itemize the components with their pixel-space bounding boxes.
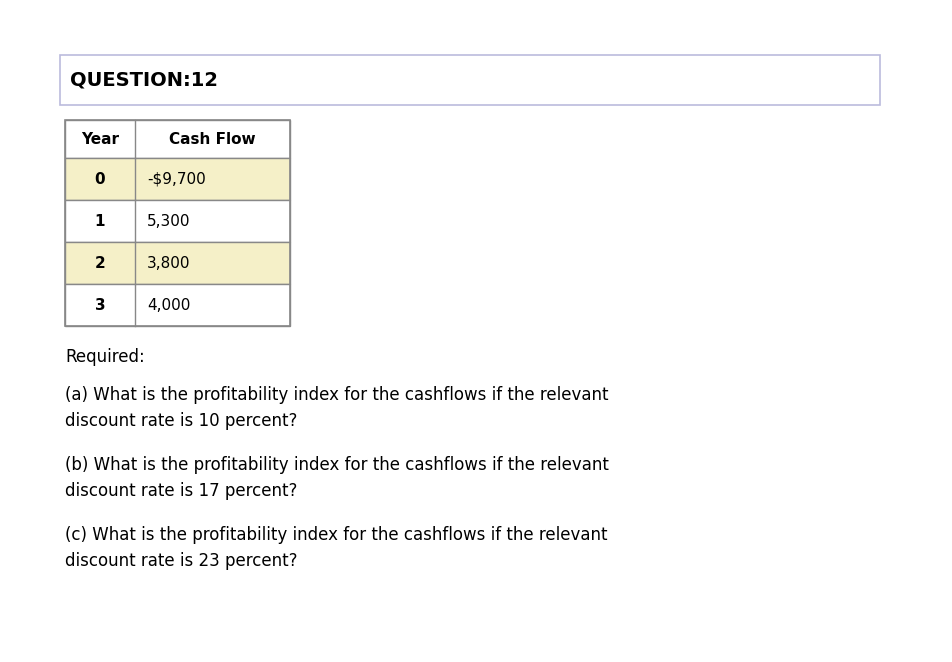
Bar [65,158,289,200]
Text: 0: 0 [94,171,106,187]
Text: 3: 3 [94,297,106,312]
Text: Required:: Required: [65,348,145,366]
Text: 1: 1 [94,214,105,228]
Bar [65,120,289,158]
Bar [65,120,289,326]
Text: 5,300: 5,300 [147,214,190,228]
Bar [65,284,289,326]
Text: Cash Flow: Cash Flow [169,132,255,146]
Text: Year: Year [81,132,119,146]
Text: (a) What is the profitability index for the cashflows if the relevant
discount r: (a) What is the profitability index for … [65,386,608,430]
Text: -$9,700: -$9,700 [147,171,206,187]
Text: 3,800: 3,800 [147,256,190,271]
Text: (b) What is the profitability index for the cashflows if the relevant
discount r: (b) What is the profitability index for … [65,456,608,500]
Bar [65,200,289,242]
Text: QUESTION:12: QUESTION:12 [69,70,218,89]
Text: (c) What is the profitability index for the cashflows if the relevant
discount r: (c) What is the profitability index for … [65,526,606,571]
Text: 2: 2 [94,256,106,271]
Bar [60,55,879,105]
Text: 4,000: 4,000 [147,297,190,312]
Bar [65,242,289,284]
